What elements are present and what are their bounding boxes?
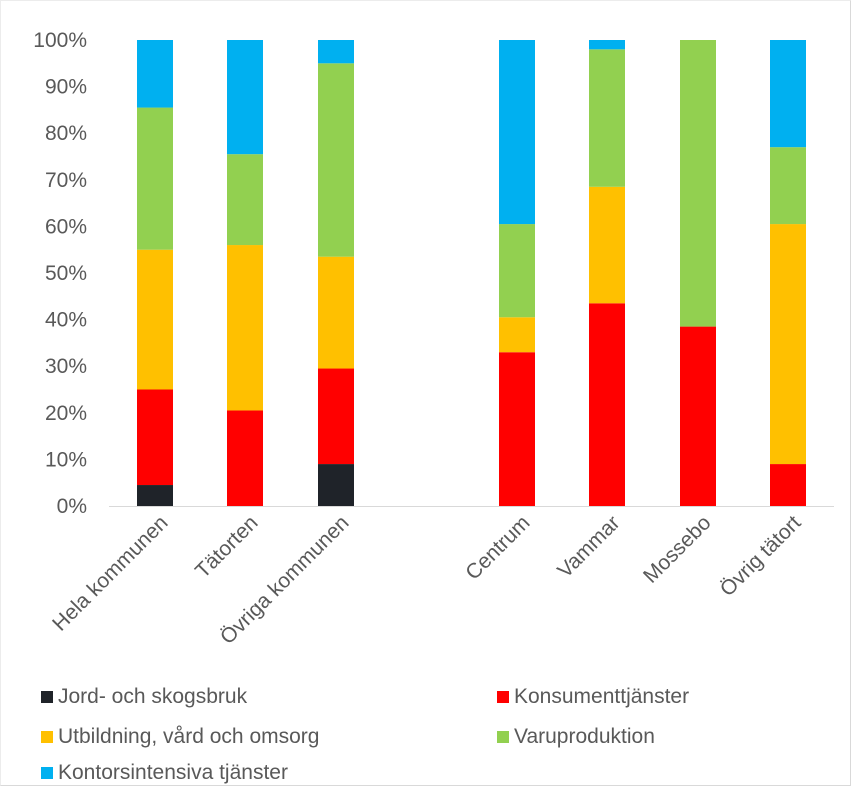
category-label: Övrig tätort: [716, 511, 806, 601]
bar-stack: [589, 40, 625, 506]
bar-segment: [137, 40, 173, 108]
legend-item: Utbildning, vård och omsorg: [41, 725, 319, 748]
bar-segment: [227, 154, 263, 246]
bar-segment: [499, 352, 535, 506]
legend-item: Kontorsintensiva tjänster: [41, 761, 288, 784]
y-tick-label: 0%: [57, 495, 87, 518]
legend-item: Konsumenttjänster: [497, 685, 689, 708]
bar-segment: [770, 224, 806, 465]
y-tick-label: 90%: [45, 76, 87, 99]
bar-segment: [589, 303, 625, 506]
y-axis: 0% 10% 20% 30% 40% 50% 60% 70% 80% 90% 100%: [33, 29, 87, 518]
y-tick-label: 70%: [45, 169, 87, 192]
category-label: Centrum: [461, 511, 534, 584]
legend-swatch: [41, 767, 53, 779]
y-tick-label: 20%: [45, 402, 87, 425]
y-tick-label: 40%: [45, 309, 87, 332]
legend-item: Jord- och skogsbruk: [41, 685, 248, 708]
bar-segment: [318, 368, 354, 465]
legend-label: Utbildning, vård och omsorg: [58, 725, 319, 748]
bar-stack: [137, 40, 173, 506]
bar-segment: [137, 485, 173, 506]
bar-segment: [137, 389, 173, 486]
bar-segment: [770, 147, 806, 225]
bar-segment: [589, 186, 625, 304]
bar-segment: [318, 40, 354, 64]
bar-segment: [680, 326, 716, 506]
bar-segment: [770, 40, 806, 148]
bar-segment: [318, 63, 354, 257]
y-tick-label: 80%: [45, 122, 87, 145]
y-tick-label: 10%: [45, 448, 87, 471]
bar-segment: [137, 107, 173, 250]
bar-stack: [318, 40, 354, 506]
category-label: Vammar: [553, 511, 624, 582]
y-tick-label: 100%: [33, 29, 87, 52]
legend-label: Varuproduktion: [514, 725, 655, 748]
category-label: Mossebo: [639, 511, 716, 588]
legend-label: Konsumenttjänster: [514, 685, 689, 708]
bar-stack: [227, 40, 263, 506]
legend-swatch: [497, 731, 509, 743]
bar-segment: [318, 256, 354, 369]
bar-segment: [227, 40, 263, 155]
y-tick-label: 60%: [45, 215, 87, 238]
bar-segment: [499, 224, 535, 318]
bar-segment: [589, 40, 625, 50]
y-tick-label: 50%: [45, 262, 87, 285]
bars: [137, 40, 806, 506]
bar-segment: [499, 40, 535, 225]
bar-segment: [680, 40, 716, 327]
legend-label: Jord- och skogsbruk: [58, 685, 248, 708]
bar-segment: [227, 245, 263, 411]
bar-segment: [499, 317, 535, 353]
bar-stack: [499, 40, 535, 506]
category-label: Hela kommunen: [48, 511, 172, 635]
bar-segment: [227, 410, 263, 506]
legend-swatch: [41, 731, 53, 743]
bar-segment: [589, 49, 625, 187]
legend-swatch: [497, 691, 509, 703]
bar-stack: [770, 40, 806, 506]
legend-swatch: [41, 691, 53, 703]
legend-item: Varuproduktion: [497, 725, 655, 748]
y-tick-label: 30%: [45, 355, 87, 378]
legend-label: Kontorsintensiva tjänster: [58, 761, 288, 784]
bar-segment: [137, 249, 173, 390]
legend: Jord- och skogsbruk Konsumenttjänster Utbi…: [41, 685, 689, 784]
category-label: Tätorten: [191, 511, 263, 583]
bar-segment: [770, 464, 806, 506]
bar-segment: [318, 464, 354, 506]
bar-stack: [680, 40, 716, 506]
